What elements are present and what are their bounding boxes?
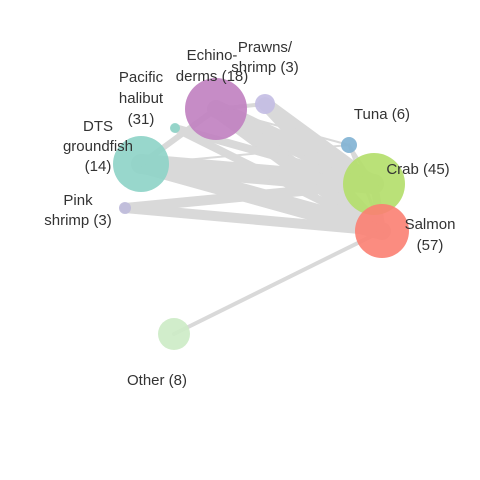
label-line: Tuna (6) <box>354 106 410 123</box>
label-line: Echino- <box>187 47 238 64</box>
label-tuna: Tuna (6) <box>354 106 410 123</box>
node-tuna <box>341 137 357 153</box>
node-prawns <box>255 94 275 114</box>
label-pink-shrimp: Pink shrimp (3) <box>44 192 112 229</box>
label-line: (14) <box>85 158 112 175</box>
label-line: groundfish <box>63 138 133 155</box>
edge-other-salmon <box>174 231 382 334</box>
label-line: halibut <box>119 90 164 107</box>
label-salmon: Salmon (57) <box>405 216 456 254</box>
label-pacific-halibut: Pacific halibut (31) <box>119 69 164 128</box>
label-line: shrimp (3) <box>44 212 112 229</box>
label-line: (31) <box>128 111 155 128</box>
node-pink-shrimp <box>119 202 131 214</box>
label-crab: Crab (45) <box>386 161 449 178</box>
node-pacific-halibut <box>170 123 180 133</box>
node-salmon <box>355 204 409 258</box>
label-prawns: Prawns/shrimp (3) <box>231 39 299 76</box>
label-line: (57) <box>417 237 444 254</box>
network-edges <box>125 104 382 334</box>
label-line: Pacific <box>119 69 164 86</box>
label-other: Other (8) <box>127 372 187 389</box>
label-line: Prawns/ <box>238 39 293 56</box>
label-line: Pink <box>63 192 93 209</box>
label-line: Salmon <box>405 216 456 233</box>
label-line: DTS <box>83 118 113 135</box>
label-line: shrimp (3) <box>231 59 299 76</box>
label-line: Crab (45) <box>386 161 449 178</box>
node-other <box>158 318 190 350</box>
label-line: Other (8) <box>127 372 187 389</box>
node-echinoderms <box>185 78 247 140</box>
